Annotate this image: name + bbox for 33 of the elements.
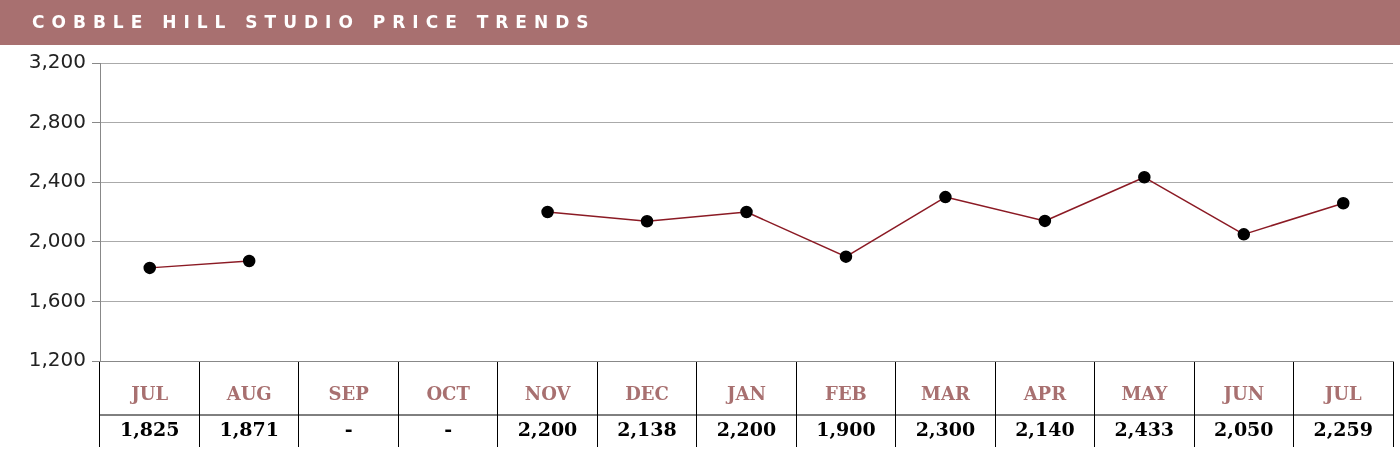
data-label: 2,050: [1214, 417, 1274, 440]
y-tick-label: 1,600: [28, 287, 86, 312]
x-tick-label: JAN: [725, 383, 766, 405]
data-label: 2,433: [1114, 417, 1175, 440]
data-label: 2,200: [716, 417, 777, 440]
x-tick-label: AUG: [225, 383, 272, 405]
data-label: 1,825: [119, 417, 180, 440]
x-tick-label: OCT: [426, 383, 471, 405]
data-label: 1,900: [816, 417, 876, 440]
x-tick-label: DEC: [625, 383, 669, 405]
y-tick-label: 2,000: [28, 228, 86, 252]
y-tick-label: 1,200: [28, 347, 86, 372]
y-tick-label: 3,200: [28, 49, 86, 74]
data-label: 2,138: [617, 417, 677, 440]
x-tick-label: APR: [1022, 383, 1068, 405]
text: -: [444, 417, 453, 440]
x-tick-label: JUN: [1221, 383, 1265, 405]
x-tick-label: JUL: [129, 383, 169, 405]
data-label: 2,200: [517, 417, 578, 440]
data-label: 1,871: [219, 417, 279, 440]
data-label: 2,300: [915, 417, 976, 440]
x-tick-label: NOV: [524, 383, 572, 405]
text: -: [344, 417, 353, 440]
x-tick-label: SEP: [328, 383, 370, 405]
data-label: 2,259: [1313, 417, 1374, 440]
y-tick-label: 2,400: [28, 168, 86, 193]
x-tick-label: MAY: [1121, 383, 1169, 405]
data-label: 2,140: [1015, 417, 1075, 440]
x-tick-label: JUL: [1322, 383, 1363, 405]
x-tick-label: MAR: [920, 383, 971, 405]
x-tick-label: FEB: [825, 383, 867, 405]
chart-title: COBBLE HILL STUDIO PRICE TRENDS: [0, 0, 1400, 45]
y-tick-label: 2,800: [28, 108, 86, 133]
